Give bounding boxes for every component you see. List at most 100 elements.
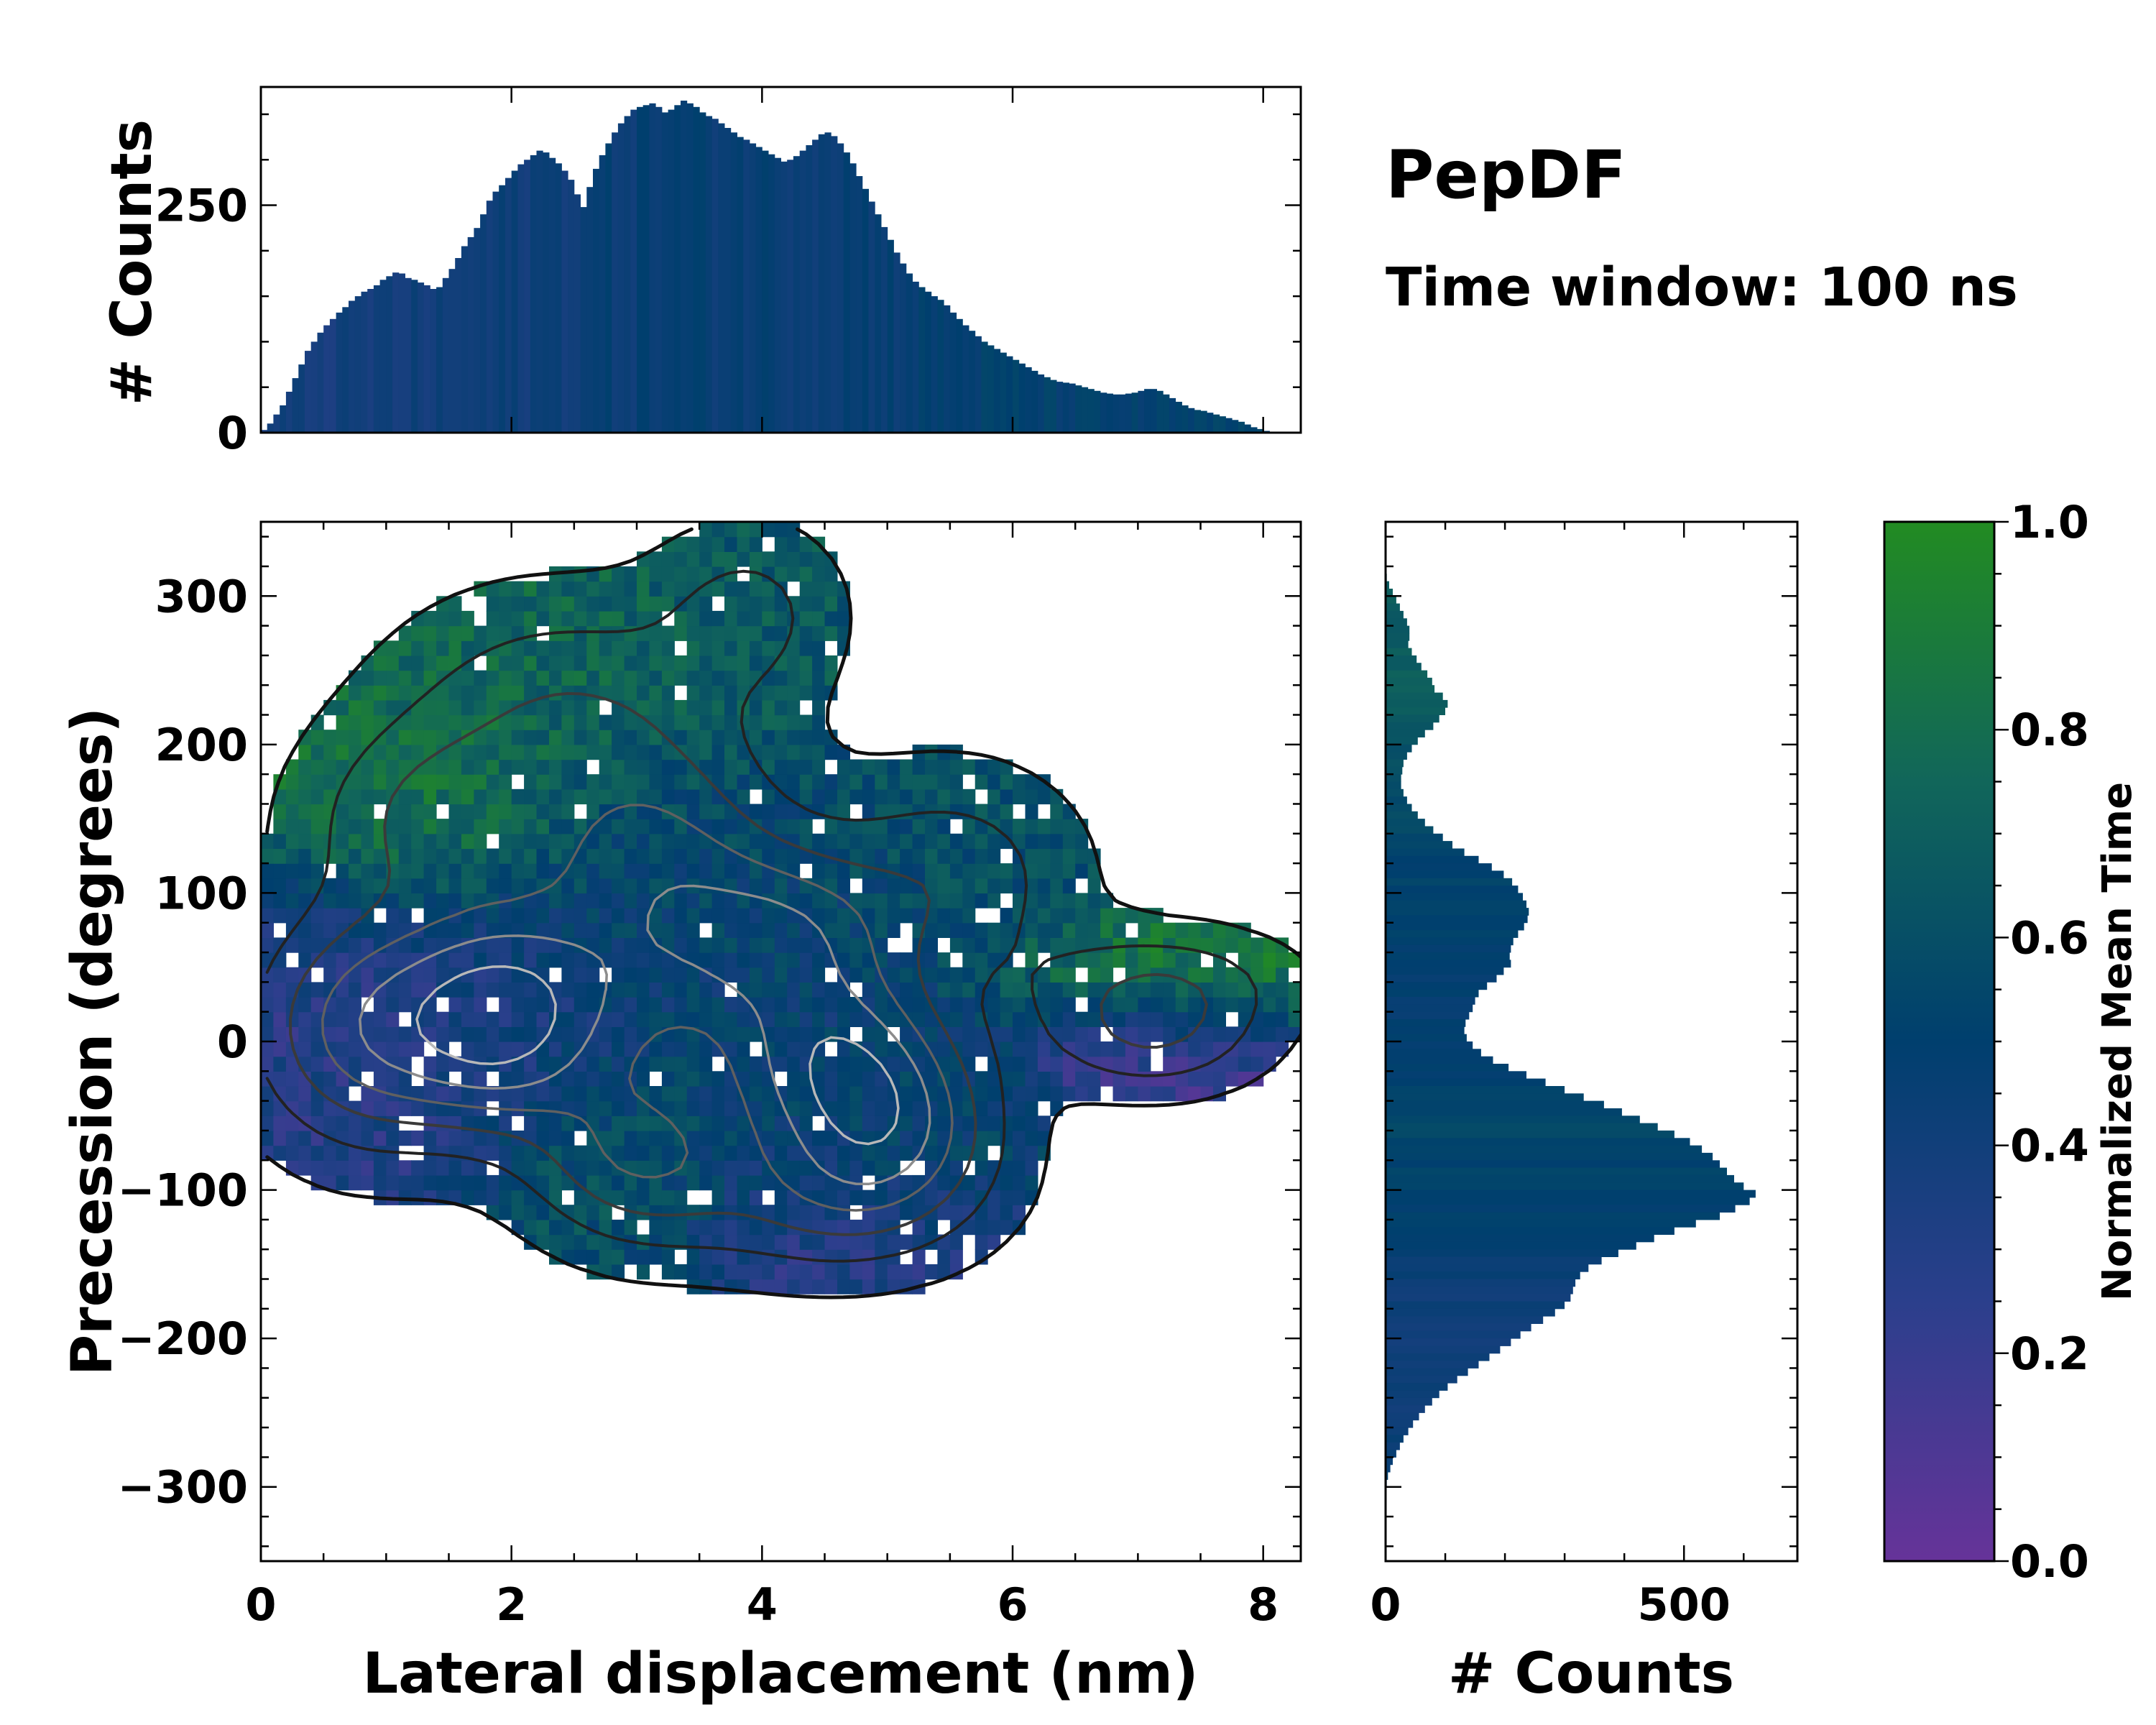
heatmap-cell	[624, 610, 637, 627]
heatmap-cell	[637, 699, 650, 716]
heatmap-cell	[724, 1100, 737, 1116]
heatmap-cell	[474, 1160, 487, 1176]
heatmap-cell	[511, 670, 525, 686]
heatmap-cell	[1000, 1160, 1013, 1176]
heatmap-cell	[273, 863, 287, 879]
heatmap-cell	[474, 759, 487, 775]
heatmap-cell	[762, 1130, 775, 1146]
heatmap-cell	[686, 1160, 700, 1176]
heatmap-cell	[261, 1056, 274, 1072]
heatmap-cell	[474, 670, 487, 686]
heatmap-cell	[774, 759, 788, 775]
heatmap-cell	[774, 536, 788, 552]
heatmap-cell	[573, 566, 587, 582]
heatmap-cell	[349, 848, 361, 864]
heatmap-cell	[461, 833, 474, 850]
heatmap-cell	[774, 610, 788, 627]
heatmap-cell	[1062, 878, 1076, 894]
heatmap-cell	[762, 714, 775, 730]
heatmap-cell	[436, 640, 450, 656]
right-histogram-bar	[1386, 1093, 1584, 1102]
heatmap-cell	[1163, 922, 1176, 938]
heatmap-cell	[987, 1086, 1001, 1102]
heatmap-cell	[1087, 952, 1101, 968]
heatmap-cell	[1087, 922, 1101, 938]
heatmap-cell	[749, 952, 763, 968]
heatmap-cell	[787, 1026, 801, 1042]
heatmap-cell	[573, 788, 587, 805]
heatmap-cell	[686, 1116, 700, 1131]
heatmap-cell	[937, 1130, 951, 1146]
heatmap-cell	[536, 863, 550, 879]
heatmap-cell	[536, 908, 550, 924]
heatmap-cell	[1000, 937, 1013, 953]
heatmap-cell	[612, 1116, 625, 1131]
heatmap-cell	[398, 1100, 412, 1116]
heatmap-cell	[774, 670, 788, 686]
heatmap-cell	[949, 922, 963, 938]
heatmap-cell	[837, 774, 850, 790]
heatmap-cell	[649, 744, 663, 760]
heatmap-cell	[1200, 967, 1214, 983]
heatmap-cell	[310, 1100, 324, 1116]
heatmap-cell	[1062, 1071, 1076, 1087]
heatmap-cell	[612, 730, 625, 745]
heatmap-cell	[987, 1116, 1001, 1131]
heatmap-cell	[849, 908, 863, 924]
heatmap-cell	[448, 1174, 462, 1191]
heatmap-cell	[724, 922, 737, 938]
heatmap-cell	[975, 1100, 988, 1116]
heatmap-cell	[887, 1264, 900, 1280]
heatmap-cell	[674, 730, 688, 745]
heatmap-cell	[561, 878, 575, 894]
heatmap-cell	[1238, 937, 1251, 953]
heatmap-cell	[310, 1041, 324, 1057]
heatmap-cell	[411, 1086, 425, 1102]
heatmap-cell	[1125, 952, 1138, 968]
heatmap-cell	[686, 774, 700, 790]
heatmap-cell	[962, 1219, 976, 1236]
top-histogram-bar	[793, 156, 801, 433]
top-histogram-bar	[580, 207, 587, 433]
chart-title: PepDF	[1386, 137, 1626, 213]
heatmap-cell	[1037, 982, 1051, 998]
heatmap-cell	[711, 1174, 725, 1191]
heatmap-cell	[612, 893, 625, 908]
heatmap-cell	[448, 1011, 462, 1027]
heatmap-cell	[649, 1130, 663, 1146]
heatmap-cell	[824, 1100, 838, 1116]
heatmap-cell	[612, 1026, 625, 1042]
heatmap-cell	[1075, 1086, 1089, 1102]
heatmap-cell	[373, 788, 387, 805]
heatmap-cell	[486, 908, 499, 924]
right-histogram-bar	[1386, 975, 1497, 983]
heatmap-cell	[373, 997, 387, 1013]
heatmap-cell	[398, 982, 412, 998]
heatmap-cell	[711, 1249, 725, 1265]
heatmap-cell	[787, 670, 801, 686]
heatmap-cell	[900, 997, 913, 1013]
heatmap-cell	[887, 893, 900, 908]
heatmap-cell	[837, 937, 850, 953]
heatmap-cell	[824, 922, 838, 938]
heatmap-cell	[1112, 952, 1126, 968]
heatmap-cell	[310, 1086, 324, 1102]
heatmap-cell	[624, 655, 637, 671]
heatmap-cell	[925, 1145, 938, 1161]
top-histogram-bar	[806, 145, 813, 433]
heatmap-cell	[711, 1011, 725, 1027]
heatmap-cell	[949, 774, 963, 790]
heatmap-cell	[987, 788, 1001, 805]
heatmap-cell	[586, 967, 600, 983]
heatmap-cell	[837, 1264, 850, 1280]
right-histogram-bar	[1386, 997, 1475, 1005]
heatmap-cell	[373, 670, 387, 686]
heatmap-cell	[573, 730, 587, 745]
heatmap-cell	[724, 1086, 737, 1102]
top-histogram-bar	[1050, 380, 1057, 433]
heatmap-cell	[448, 1130, 462, 1146]
heatmap-cell	[699, 1145, 713, 1161]
right-histogram-bar	[1386, 640, 1409, 649]
heatmap-cell	[711, 922, 725, 938]
heatmap-cell	[1213, 967, 1226, 983]
